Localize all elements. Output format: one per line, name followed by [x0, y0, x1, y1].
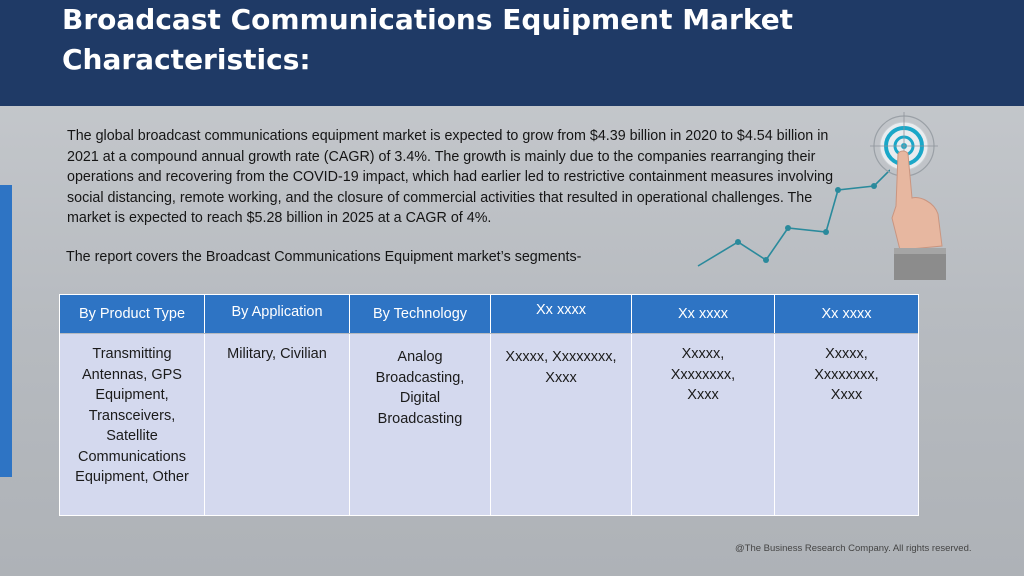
accent-bar — [0, 185, 12, 477]
cell-text: Military, Civilian — [227, 346, 327, 362]
table-cell: Xxxxx, Xxxxxxxx, Xxxx — [632, 334, 775, 515]
table-header-cell: By Application — [205, 295, 350, 333]
header-label: Xx xxxx — [536, 302, 586, 318]
header-label: By Technology — [372, 306, 468, 322]
cell-text: Xxxxx, Xxxxxxxx, Xxxx — [505, 349, 617, 386]
page-title: Broadcast Communications Equipment Marke… — [62, 3, 794, 76]
copyright-footer: @The Business Research Company. All righ… — [735, 543, 972, 554]
table-cell: Xxxxx, Xxxxxxxx, Xxxx — [491, 334, 632, 515]
segments-intro: The report covers the Broadcast Communic… — [66, 249, 582, 265]
table-header-cell: Xx xxxx — [632, 295, 775, 333]
header-label: Xx xxxx — [678, 306, 728, 322]
table-header-cell: By Technology — [350, 295, 491, 333]
cell-text: Xxxxx, Xxxxxxxx, Xxxx — [670, 346, 736, 403]
header-label: By Application — [231, 304, 323, 320]
pointing-finger-icon — [891, 150, 946, 280]
header-label: By Product Type — [78, 306, 186, 322]
cell-text: Xxxxx, Xxxxxxxx, Xxxx — [814, 346, 879, 403]
market-paragraph: The global broadcast communications equi… — [67, 128, 834, 226]
table-header-cell: Xx xxxx — [491, 295, 632, 333]
cell-text: Analog Broadcasting, Digital Broadcastin… — [375, 349, 465, 427]
target-icon — [870, 112, 946, 280]
header-label: Xx xxxx — [821, 306, 872, 322]
table-header-cell: By Product Type — [60, 295, 205, 333]
table-header-row: By Product Type By Application By Techno… — [60, 295, 918, 333]
table-header-cell: Xx xxxx — [775, 295, 918, 333]
table-cell: Analog Broadcasting, Digital Broadcastin… — [350, 334, 491, 515]
table-cell: Xxxxx, Xxxxxxxx, Xxxx — [775, 334, 918, 515]
table-cell: Transmitting Antennas, GPS Equipment, Tr… — [60, 334, 205, 515]
trend-line-icon — [697, 169, 890, 267]
segments-table: By Product Type By Application By Techno… — [59, 294, 919, 516]
cell-text: Transmitting Antennas, GPS Equipment, Tr… — [75, 346, 189, 485]
header-bar: Broadcast Communications Equipment Marke… — [0, 0, 1024, 106]
table-cell: Military, Civilian — [205, 334, 350, 515]
